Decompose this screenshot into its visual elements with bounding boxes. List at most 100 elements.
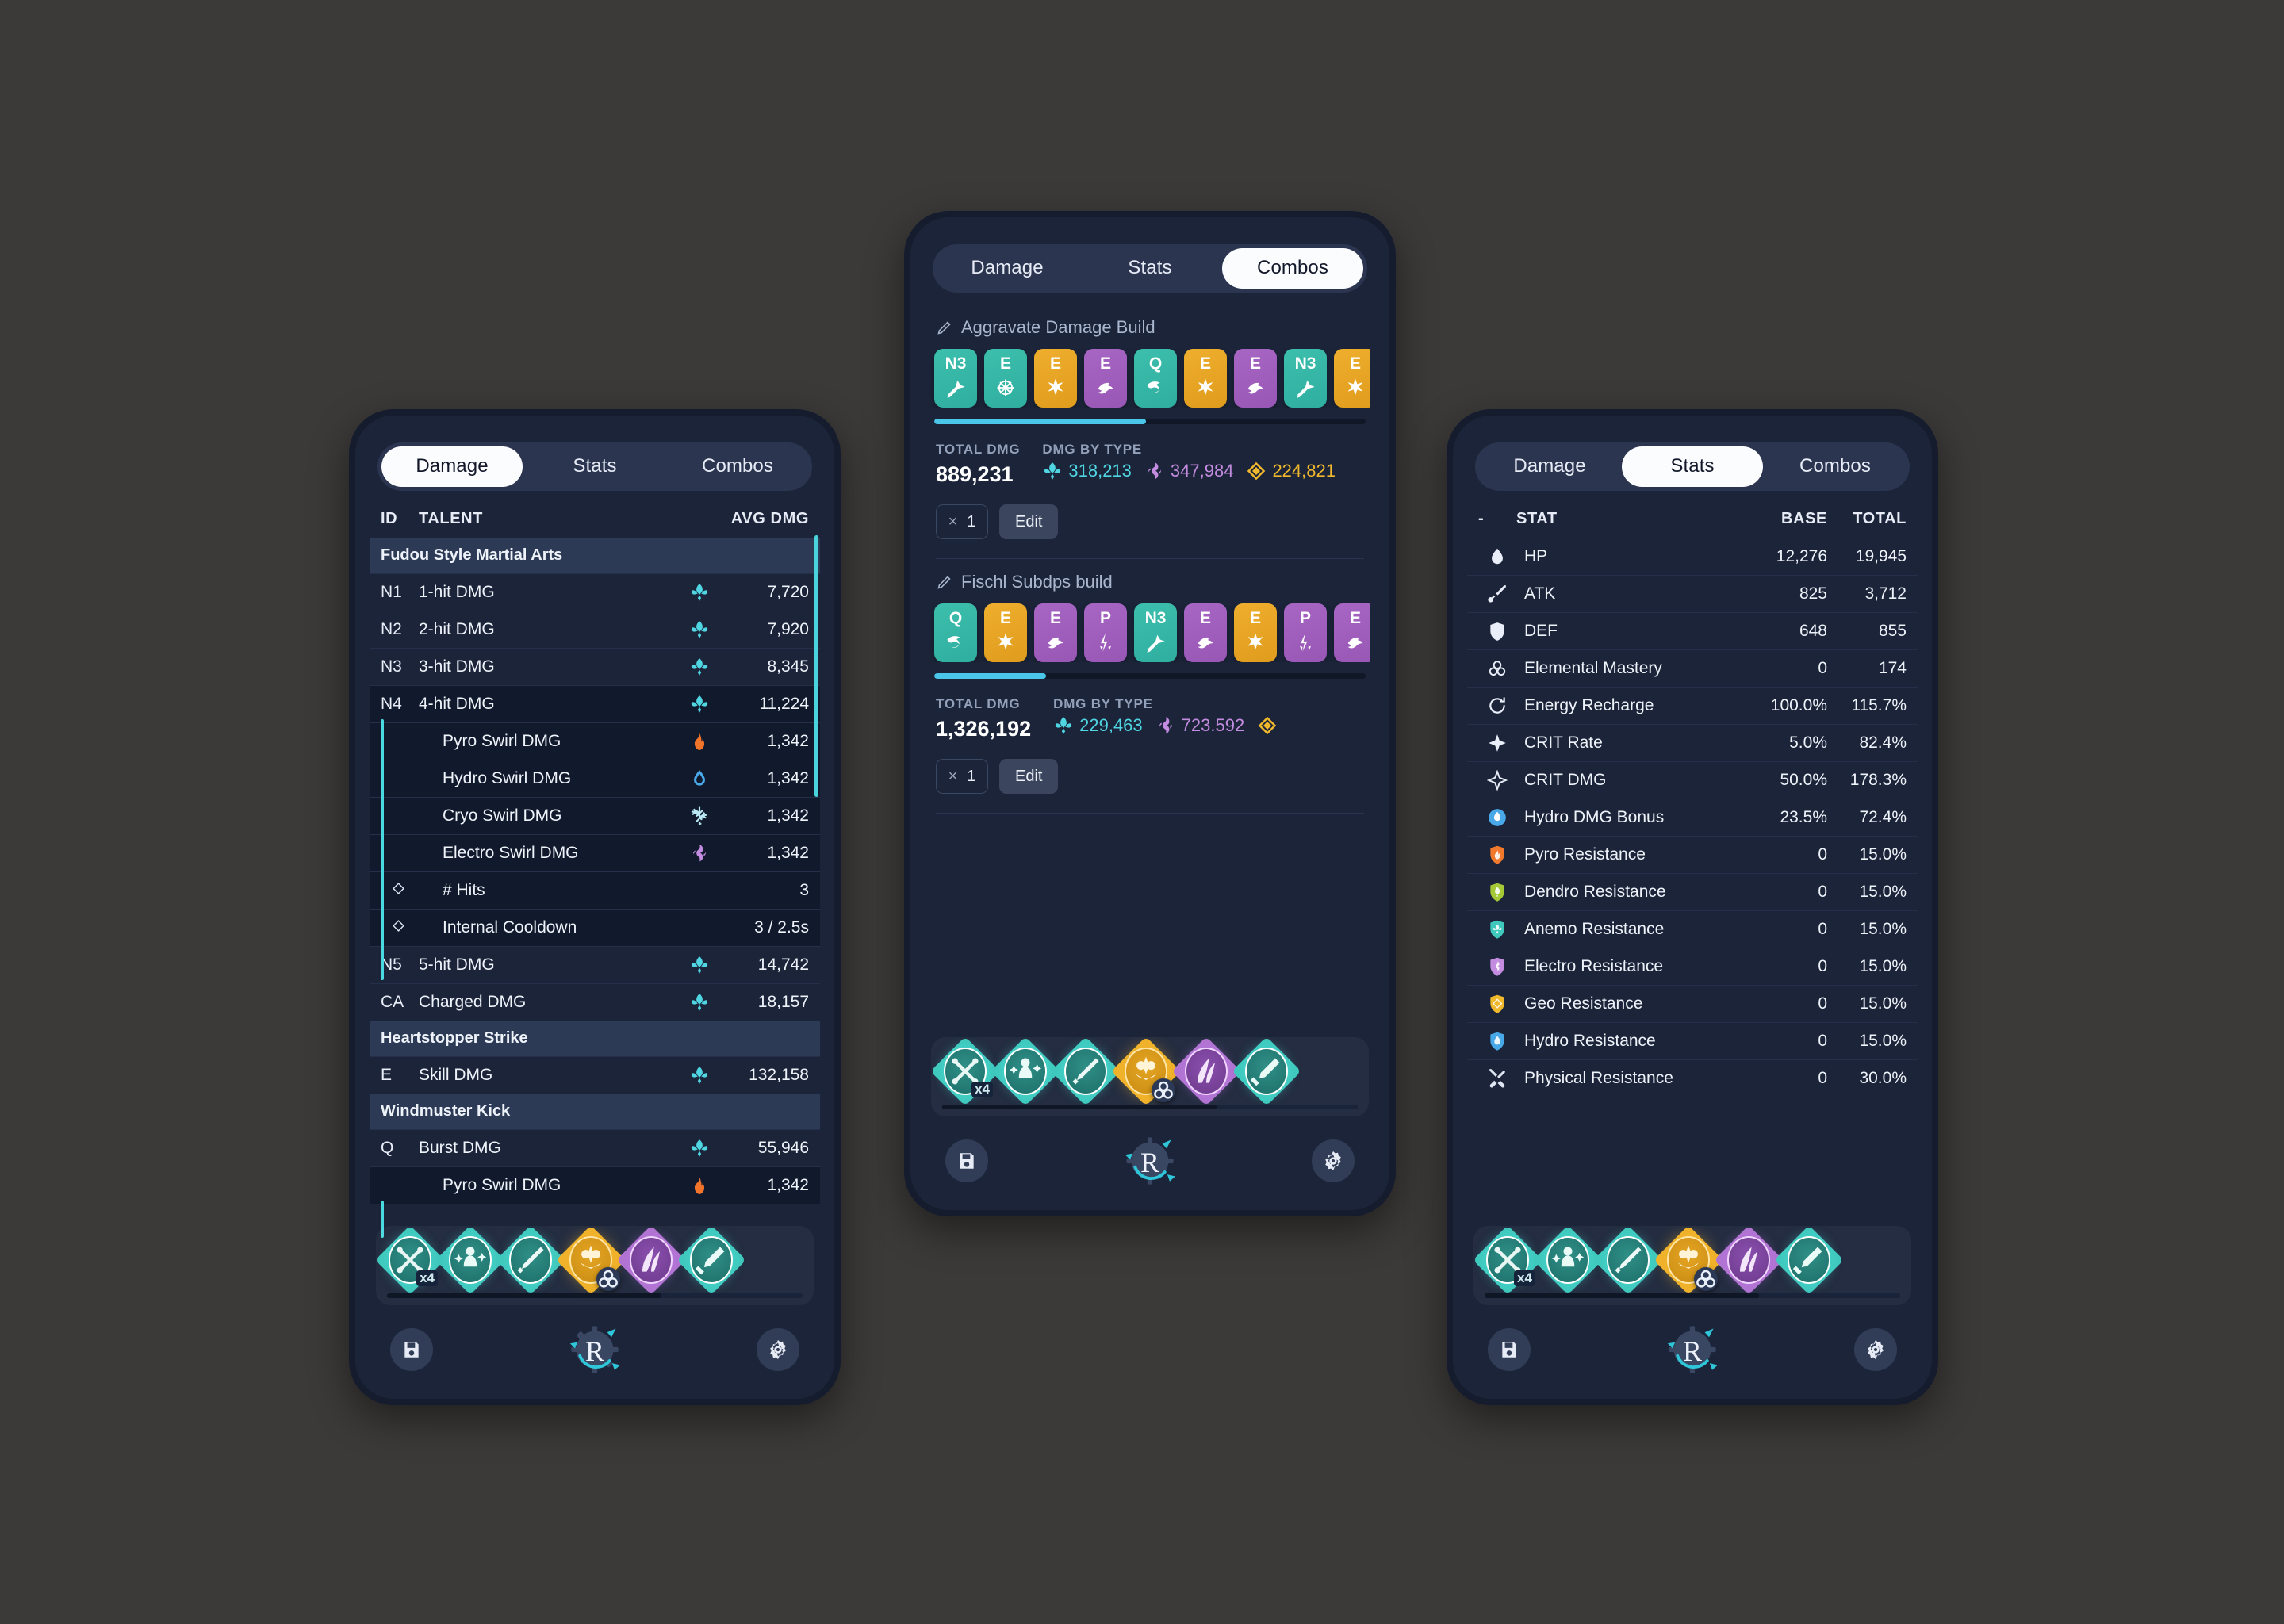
combo-chip[interactable]: N3 [934, 349, 977, 408]
table-row[interactable]: Internal Cooldown 3 / 2.5s [370, 909, 820, 946]
combo-scrollbar[interactable] [934, 673, 1366, 679]
avatar[interactable] [556, 1226, 626, 1295]
avatar[interactable] [1232, 1037, 1301, 1106]
multiplier-stepper[interactable]: × 1 [936, 504, 988, 539]
tab-damage[interactable]: Damage [381, 446, 523, 487]
multiplier-stepper[interactable]: × 1 [936, 759, 988, 794]
combo-title[interactable]: Aggravate Damage Build [929, 304, 1370, 349]
combo-chip[interactable]: E [1184, 603, 1227, 662]
table-row[interactable]: E Skill DMG 132,158 [370, 1056, 820, 1094]
table-row[interactable]: N3 3-hit DMG 8,345 [370, 648, 820, 685]
combo-chip[interactable]: E [1184, 349, 1227, 408]
team-scrollbar[interactable] [387, 1293, 803, 1298]
table-row[interactable]: Hydro DMG Bonus 23.5% 72.4% [1467, 799, 1918, 836]
table-row[interactable]: Pyro Swirl DMG 1,342 [370, 1166, 820, 1204]
combo-chip[interactable]: E [1034, 349, 1077, 408]
stat-total: 15.0% [1859, 883, 1907, 901]
avatar[interactable] [1714, 1226, 1784, 1295]
table-row[interactable]: ATK 825 3,712 [1467, 575, 1918, 612]
avatar[interactable] [1654, 1226, 1723, 1295]
table-row[interactable]: Cryo Swirl DMG 1,342 [370, 797, 820, 834]
gear-icon[interactable] [757, 1328, 799, 1371]
pencil-icon[interactable] [936, 320, 952, 336]
tab-stats[interactable]: Stats [1622, 446, 1763, 487]
avatar[interactable]: x4 [931, 1037, 1000, 1106]
avatar[interactable] [1533, 1226, 1603, 1295]
vertical-scrollbar[interactable] [814, 535, 818, 797]
pencil-icon[interactable] [936, 574, 952, 591]
combo-chip[interactable]: E [984, 349, 1027, 408]
avatar[interactable] [1051, 1037, 1121, 1106]
team-scrollbar[interactable] [1485, 1293, 1900, 1298]
table-row[interactable]: Elemental Mastery 0 174 [1467, 649, 1918, 687]
avatar[interactable] [496, 1226, 565, 1295]
svg-text:R: R [1683, 1335, 1702, 1367]
table-row[interactable]: Pyro Resistance 0 15.0% [1467, 836, 1918, 873]
table-row[interactable]: # Hits 3 [370, 871, 820, 909]
tab-stats[interactable]: Stats [573, 455, 617, 477]
edit-button[interactable]: Edit [999, 759, 1059, 794]
save-icon[interactable] [390, 1328, 433, 1371]
avatar[interactable] [1774, 1226, 1844, 1295]
combo-chip[interactable]: E [1234, 603, 1277, 662]
combo-chip[interactable]: P [1084, 603, 1127, 662]
combo-scrollbar[interactable] [934, 419, 1366, 424]
table-row[interactable]: Q Burst DMG 55,946 [370, 1129, 820, 1166]
table-row[interactable]: HP 12,276 19,945 [1467, 538, 1918, 575]
combo-chip[interactable]: E [984, 603, 1027, 662]
table-row[interactable]: Physical Resistance 0 30.0% [1467, 1059, 1918, 1097]
table-row[interactable]: DEF 648 855 [1467, 612, 1918, 649]
combo-chip[interactable]: E [1084, 349, 1127, 408]
table-row[interactable]: Geo Resistance 0 15.0% [1467, 985, 1918, 1022]
avatar[interactable] [1593, 1226, 1663, 1295]
table-row[interactable]: Electro Resistance 0 15.0% [1467, 948, 1918, 985]
avatar[interactable] [1111, 1037, 1181, 1106]
tab-combos[interactable]: Combos [702, 455, 773, 477]
combo-chip[interactable]: N3 [1284, 349, 1327, 408]
table-row[interactable]: Hydro Swirl DMG 1,342 [370, 760, 820, 797]
tab-combos[interactable]: Combos [1222, 248, 1363, 289]
table-row[interactable]: CA Charged DMG 18,157 [370, 983, 820, 1021]
table-row[interactable]: Dendro Resistance 0 15.0% [1467, 873, 1918, 910]
table-row[interactable]: Hydro Resistance 0 15.0% [1467, 1022, 1918, 1059]
tab-damage[interactable]: Damage [1513, 455, 1586, 477]
tab-damage[interactable]: Damage [971, 257, 1044, 278]
combo-chip[interactable]: E [1334, 603, 1370, 662]
tab-combos[interactable]: Combos [1799, 455, 1871, 477]
avatar[interactable] [435, 1226, 505, 1295]
avatar[interactable] [991, 1037, 1060, 1106]
table-row[interactable]: Anemo Resistance 0 15.0% [1467, 910, 1918, 948]
table-row[interactable]: N4 4-hit DMG 11,224 [370, 685, 820, 722]
combo-chip[interactable]: N3 [1134, 603, 1177, 662]
combo-chip[interactable]: E [1334, 349, 1370, 408]
tab-stats[interactable]: Stats [1128, 257, 1172, 278]
combo-chips[interactable]: QEEPN3EEPEE [929, 603, 1370, 662]
team-scrollbar[interactable] [942, 1105, 1358, 1109]
avatar[interactable]: x4 [376, 1226, 445, 1295]
table-row[interactable]: Pyro Swirl DMG 1,342 [370, 722, 820, 760]
combo-chip[interactable]: P [1284, 603, 1327, 662]
avatar[interactable] [616, 1226, 686, 1295]
save-icon[interactable] [945, 1139, 988, 1182]
combo-chip[interactable]: E [1234, 349, 1277, 408]
table-row[interactable]: CRIT Rate 5.0% 82.4% [1467, 724, 1918, 761]
table-row[interactable]: Electro Swirl DMG 1,342 [370, 834, 820, 871]
gear-icon[interactable] [1854, 1328, 1897, 1371]
table-row[interactable]: N2 2-hit DMG 7,920 [370, 611, 820, 648]
combo-title[interactable]: Fischl Subdps build [929, 559, 1370, 603]
table-row[interactable]: N1 1-hit DMG 7,720 [370, 573, 820, 611]
table-row[interactable]: CRIT DMG 50.0% 178.3% [1467, 761, 1918, 799]
table-row[interactable]: N5 5-hit DMG 14,742 [370, 946, 820, 983]
edit-button[interactable]: Edit [999, 504, 1059, 539]
avatar[interactable] [1171, 1037, 1241, 1106]
table-row[interactable]: Energy Recharge 100.0% 115.7% [1467, 687, 1918, 724]
combo-chip[interactable]: Q [934, 603, 977, 662]
crit-rate-icon [1478, 733, 1516, 753]
save-icon[interactable] [1488, 1328, 1531, 1371]
avatar[interactable]: x4 [1473, 1226, 1542, 1295]
gear-icon[interactable] [1312, 1139, 1355, 1182]
avatar[interactable] [676, 1226, 746, 1295]
combo-chip[interactable]: E [1034, 603, 1077, 662]
combo-chip[interactable]: Q [1134, 349, 1177, 408]
combo-chips[interactable]: N3EEEQEEN3EP [929, 349, 1370, 408]
